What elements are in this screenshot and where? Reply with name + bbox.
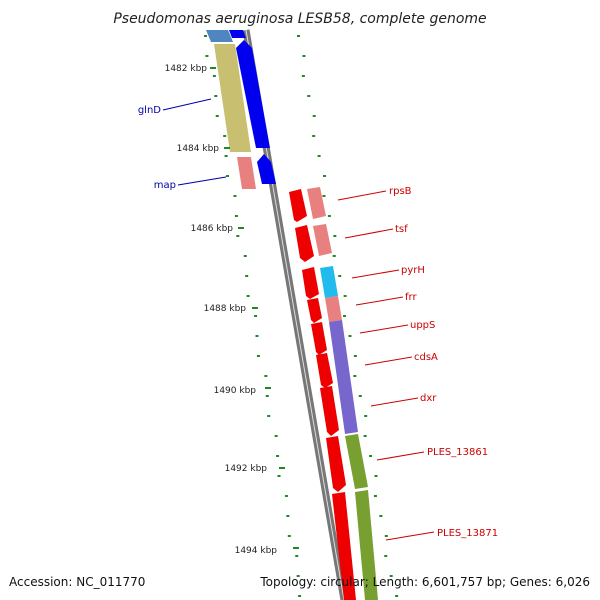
cds-forward-map bbox=[257, 154, 276, 184]
gc-content-track bbox=[204, 35, 399, 597]
tick-label-1482: 1482 kbp bbox=[165, 64, 208, 74]
gene-label-rpsB[interactable]: rpsB bbox=[389, 186, 412, 197]
tick-label-1488: 1488 kbp bbox=[204, 304, 247, 314]
gene-label-PLES_13871[interactable]: PLES_13871 bbox=[437, 528, 498, 539]
gene-labels-right: rpsB tsf pyrH frr uppS cdsA dxr PLES_138… bbox=[337, 186, 498, 541]
cds-reverse-rpsB bbox=[289, 189, 307, 222]
cds-reverse-pyrH bbox=[302, 267, 319, 299]
gene-label-frr[interactable]: frr bbox=[405, 292, 417, 303]
cds-reverse-uppS bbox=[311, 322, 327, 355]
cds-reverse-PLES_13871 bbox=[332, 492, 356, 600]
cog-block-tsf bbox=[313, 224, 332, 256]
gene-label-uppS[interactable]: uppS bbox=[410, 320, 435, 331]
cog-block-PLES_13871 bbox=[355, 490, 378, 600]
gene-label-cdsA[interactable]: cdsA bbox=[414, 352, 438, 363]
gene-label-pyrH[interactable]: pyrH bbox=[401, 265, 425, 276]
cog-track-left bbox=[206, 30, 256, 189]
cds-reverse-tsf bbox=[295, 225, 314, 262]
genome-summary-text: Topology: circular; Length: 6,601,757 bp… bbox=[259, 575, 590, 589]
accession-text: Accession: NC_011770 bbox=[9, 575, 145, 589]
tick-label-1486: 1486 kbp bbox=[191, 224, 234, 234]
cog-block-uppS-dxr bbox=[329, 320, 358, 434]
map-title: Pseudomonas aeruginosa LESB58, complete … bbox=[113, 11, 486, 27]
cds-reverse-cdsA bbox=[316, 353, 333, 388]
cog-block-steel bbox=[206, 30, 233, 42]
cds-reverse-dxr bbox=[320, 386, 339, 436]
cog-track-right bbox=[307, 187, 378, 600]
scale-ticks: 1482 kbp 1484 kbp 1486 kbp 1488 kbp 1490… bbox=[165, 64, 299, 556]
gene-label-PLES_13861[interactable]: PLES_13861 bbox=[427, 447, 488, 458]
cds-reverse-PLES_13861 bbox=[326, 436, 346, 492]
cog-block-PLES_13861 bbox=[345, 434, 368, 489]
cog-block-rpsB bbox=[307, 187, 326, 219]
cog-block-khaki bbox=[214, 44, 251, 152]
tick-label-1494: 1494 kbp bbox=[235, 546, 278, 556]
cds-reverse-frr bbox=[307, 298, 322, 323]
gene-label-glnD[interactable]: glnD bbox=[138, 105, 161, 116]
cog-block-pink bbox=[237, 157, 256, 189]
cds-track-left bbox=[229, 30, 276, 184]
gene-labels-left: glnD map bbox=[138, 98, 227, 191]
cds-track-right bbox=[289, 189, 356, 600]
cog-block-frr bbox=[325, 296, 342, 322]
tick-label-1490: 1490 kbp bbox=[214, 386, 257, 396]
cds-forward-top bbox=[229, 30, 246, 38]
cog-block-pyrH bbox=[320, 266, 338, 298]
tick-label-1484: 1484 kbp bbox=[177, 144, 220, 154]
cds-forward-glnD bbox=[236, 40, 270, 148]
gene-label-dxr[interactable]: dxr bbox=[420, 393, 437, 404]
tick-label-1492: 1492 kbp bbox=[225, 464, 268, 474]
gene-label-tsf[interactable]: tsf bbox=[395, 224, 408, 235]
gene-label-map[interactable]: map bbox=[154, 180, 176, 191]
